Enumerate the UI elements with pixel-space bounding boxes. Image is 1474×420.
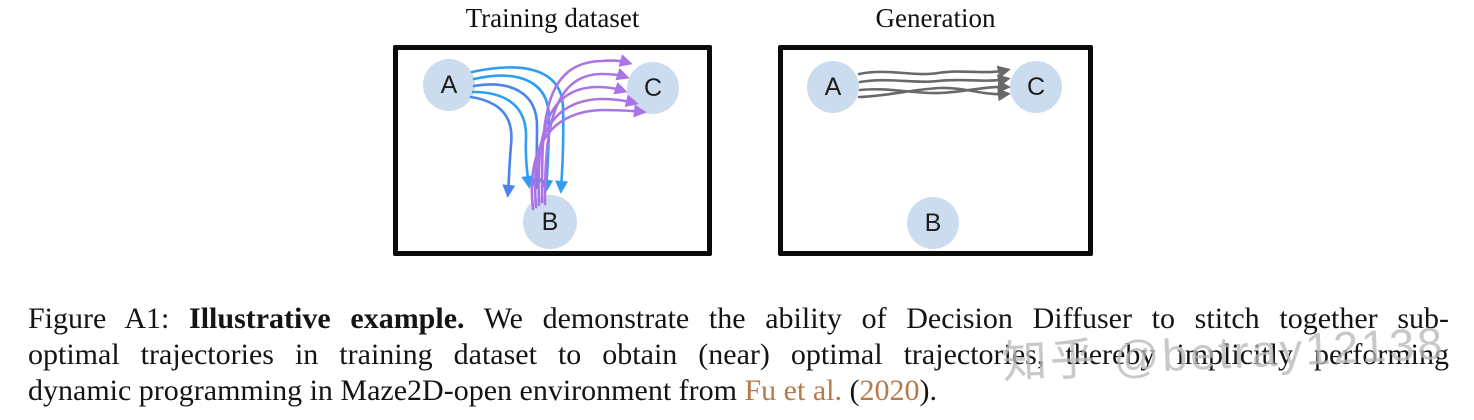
caption-bold-title: Illustrative example. bbox=[189, 302, 465, 335]
node-c-label: C bbox=[1026, 72, 1046, 101]
trajectory-a-c-4 bbox=[857, 86, 1011, 102]
caption-line-2: optimal trajectories in training dataset… bbox=[28, 337, 1449, 373]
trajectory-b-c-2 bbox=[543, 67, 630, 206]
node-b: B bbox=[907, 197, 959, 249]
trajectory-a-c-3 bbox=[858, 80, 1011, 95]
paren-open: ( bbox=[849, 374, 860, 407]
trajectories-a-to-b-blue bbox=[469, 66, 569, 198]
trajectory-a-b-4 bbox=[471, 90, 535, 189]
node-a: A bbox=[807, 61, 859, 113]
generation-panel: A C B bbox=[778, 45, 1093, 256]
caption-line-1: Figure A1: Illustrative example. We demo… bbox=[28, 301, 1449, 337]
node-b-label: B bbox=[541, 207, 559, 236]
trajectory-b-c-3 bbox=[537, 81, 628, 207]
node-c: C bbox=[1010, 61, 1062, 113]
node-a-label: A bbox=[824, 72, 842, 101]
trajectory-b-c-1 bbox=[540, 54, 633, 204]
trajectory-a-b-3 bbox=[472, 83, 543, 191]
trajectory-a-b-2 bbox=[472, 74, 554, 193]
trajectories-a-to-c-gray bbox=[857, 65, 1011, 102]
node-c: C bbox=[627, 62, 679, 114]
trajectory-a-b-5 bbox=[469, 95, 516, 198]
trajectory-b-c-4 bbox=[533, 94, 639, 209]
caption-line-3-text: dynamic programming in Maze2D-open envir… bbox=[28, 374, 737, 407]
caption-line-1-text: We demonstrate the ability of Decision D… bbox=[483, 302, 1450, 335]
node-c-label: C bbox=[643, 73, 663, 102]
caption-line-2-text: optimal trajectories in training dataset… bbox=[28, 338, 1449, 371]
node-a-label: A bbox=[440, 70, 458, 99]
caption-line-3: dynamic programming in Maze2D-open envir… bbox=[28, 373, 1449, 409]
citation-year-link[interactable]: 2020 bbox=[859, 374, 920, 407]
panel-title-training-dataset: Training dataset bbox=[465, 3, 640, 33]
trajectories-b-to-c-purple bbox=[530, 54, 647, 211]
figure-label: Figure A1: bbox=[28, 302, 170, 335]
figure-caption: Figure A1: Illustrative example. We demo… bbox=[28, 301, 1449, 409]
trajectory-a-b-1 bbox=[470, 66, 569, 194]
training-dataset-panel: A C B bbox=[393, 45, 712, 256]
trajectory-a-c-2 bbox=[858, 74, 1011, 88]
node-b: B bbox=[523, 195, 577, 249]
node-b-label: B bbox=[924, 208, 942, 237]
trajectory-a-c-1 bbox=[857, 65, 1011, 79]
paren-close: ). bbox=[919, 374, 937, 407]
panel-title-generation: Generation bbox=[875, 3, 996, 33]
node-a: A bbox=[423, 59, 475, 111]
citation-link-fu-et-al[interactable]: Fu et al. bbox=[744, 374, 842, 407]
